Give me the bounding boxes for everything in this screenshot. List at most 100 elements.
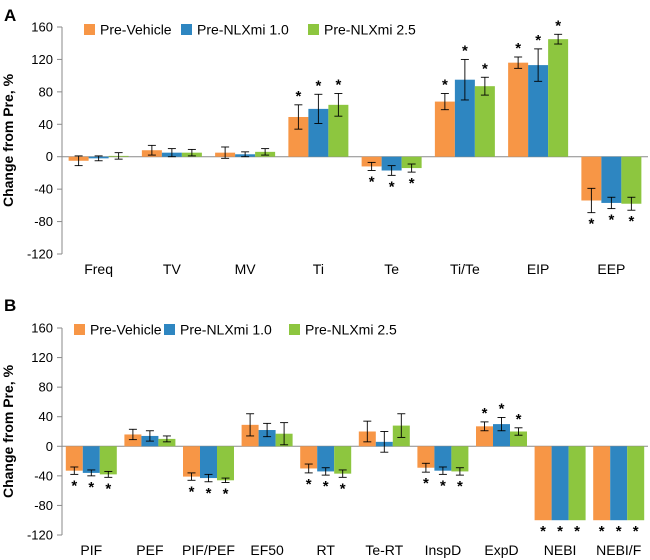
significance-star: *	[633, 523, 639, 540]
legend-swatch	[289, 324, 300, 335]
x-tick-label: TV	[163, 261, 182, 277]
bar-pre-vehicle	[361, 156, 382, 167]
bar-pre-vehicle	[593, 446, 611, 521]
x-tick-label: PIF	[80, 542, 102, 558]
significance-star: *	[189, 483, 195, 500]
bar-pre-vehicle	[124, 434, 142, 447]
bar-pre-nlxmi-2-5	[627, 446, 645, 521]
significance-star: *	[335, 76, 341, 93]
x-tick-label: NEBI/F	[596, 542, 641, 558]
x-tick-label: Te-RT	[365, 542, 403, 558]
bar-pre-nlxmi-1-0	[528, 65, 549, 157]
significance-star: *	[88, 479, 94, 496]
y-tick-label: 80	[39, 84, 53, 99]
bar-pre-nlxmi-2-5	[451, 446, 469, 472]
bar-pre-vehicle	[300, 446, 318, 469]
bar-pre-vehicle	[417, 446, 435, 468]
significance-star: *	[628, 213, 634, 230]
significance-star: *	[540, 523, 546, 540]
bar-pre-nlxmi-1-0	[454, 79, 475, 157]
bar-pre-nlxmi-2-5	[334, 446, 352, 474]
bar-pre-vehicle	[476, 426, 493, 447]
significance-star: *	[599, 523, 605, 540]
legend-label: Pre-NLXmi 2.5	[305, 322, 397, 338]
significance-star: *	[223, 486, 229, 503]
bar-pre-nlxmi-1-0	[551, 446, 569, 521]
significance-star: *	[616, 523, 622, 540]
bar-pre-nlxmi-1-0	[381, 156, 402, 171]
significance-star: *	[423, 475, 429, 492]
bar-pre-vehicle	[183, 446, 200, 477]
legend-label: Pre-Vehicle	[90, 322, 162, 338]
significance-star: *	[442, 76, 448, 93]
significance-star: *	[516, 411, 522, 428]
y-tick-label: 160	[31, 20, 53, 35]
x-tick-label: RT	[316, 542, 335, 558]
y-axis-label: Change from Pre, %	[0, 364, 16, 498]
bar-pre-nlxmi-1-0	[200, 446, 217, 479]
significance-star: *	[535, 32, 541, 49]
bar-pre-vehicle	[581, 156, 602, 201]
bar-pre-nlxmi-1-0	[82, 446, 100, 473]
bar-pre-nlxmi-1-0	[434, 446, 452, 471]
bar-pre-vehicle	[65, 446, 83, 471]
significance-star: *	[71, 477, 77, 494]
x-tick-label: InspD	[425, 542, 462, 558]
bar-pre-nlxmi-1-0	[308, 108, 329, 157]
y-tick-label: 40	[39, 409, 53, 424]
bar-pre-nlxmi-2-5	[217, 446, 234, 481]
legend-label: Pre-NLXmi 1.0	[197, 22, 289, 38]
significance-star: *	[557, 523, 563, 540]
bar-pre-vehicle	[508, 62, 529, 157]
significance-star: *	[105, 480, 111, 497]
y-tick-label: 80	[39, 380, 53, 395]
significance-star: *	[462, 42, 468, 59]
x-tick-label: Te	[384, 261, 399, 277]
bar-pre-nlxmi-2-5	[548, 39, 569, 157]
bar-pre-nlxmi-2-5	[401, 156, 422, 169]
legend-label: Pre-NLXmi 1.0	[180, 322, 272, 338]
x-tick-label: ExpD	[484, 542, 518, 558]
x-tick-label: EEP	[597, 261, 625, 277]
significance-star: *	[323, 478, 329, 495]
bar-pre-nlxmi-2-5	[158, 438, 176, 447]
y-tick-label: 40	[39, 117, 53, 132]
bar-pre-nlxmi-2-5	[621, 156, 642, 204]
significance-star: *	[588, 216, 594, 233]
significance-star: *	[457, 478, 463, 495]
y-tick-label: -120	[27, 247, 53, 262]
legend-swatch	[84, 24, 95, 35]
y-tick-label: 120	[31, 350, 53, 365]
significance-star: *	[440, 477, 446, 494]
significance-star: *	[306, 476, 312, 493]
bar-pre-nlxmi-1-0	[258, 430, 276, 447]
bar-pre-vehicle	[434, 101, 455, 157]
x-tick-label: NEBI	[544, 542, 577, 558]
significance-star: *	[206, 485, 212, 502]
bar-pre-nlxmi-2-5	[568, 446, 586, 521]
significance-star: *	[555, 17, 561, 34]
legend-swatch	[308, 24, 319, 35]
panel-letter: B	[4, 296, 16, 315]
significance-star: *	[369, 173, 375, 190]
x-tick-label: PIF/PEF	[182, 542, 235, 558]
x-tick-label: Ti	[313, 261, 324, 277]
x-tick-label: PEF	[136, 542, 163, 558]
significance-star: *	[574, 523, 580, 540]
legend-swatch	[181, 24, 192, 35]
y-tick-label: -120	[27, 528, 53, 543]
legend-swatch	[164, 324, 175, 335]
bar-pre-vehicle	[288, 116, 309, 157]
significance-star: *	[482, 405, 488, 422]
y-tick-label: 120	[31, 52, 53, 67]
x-tick-label: Ti/Te	[450, 261, 480, 277]
bar-pre-vehicle	[534, 446, 552, 521]
bar-pre-nlxmi-2-5	[99, 446, 117, 475]
significance-star: *	[482, 60, 488, 77]
bar-pre-nlxmi-1-0	[610, 446, 628, 521]
y-tick-label: -80	[34, 214, 53, 229]
significance-star: *	[515, 40, 521, 57]
x-tick-label: EIP	[527, 261, 550, 277]
significance-star: *	[499, 400, 505, 417]
